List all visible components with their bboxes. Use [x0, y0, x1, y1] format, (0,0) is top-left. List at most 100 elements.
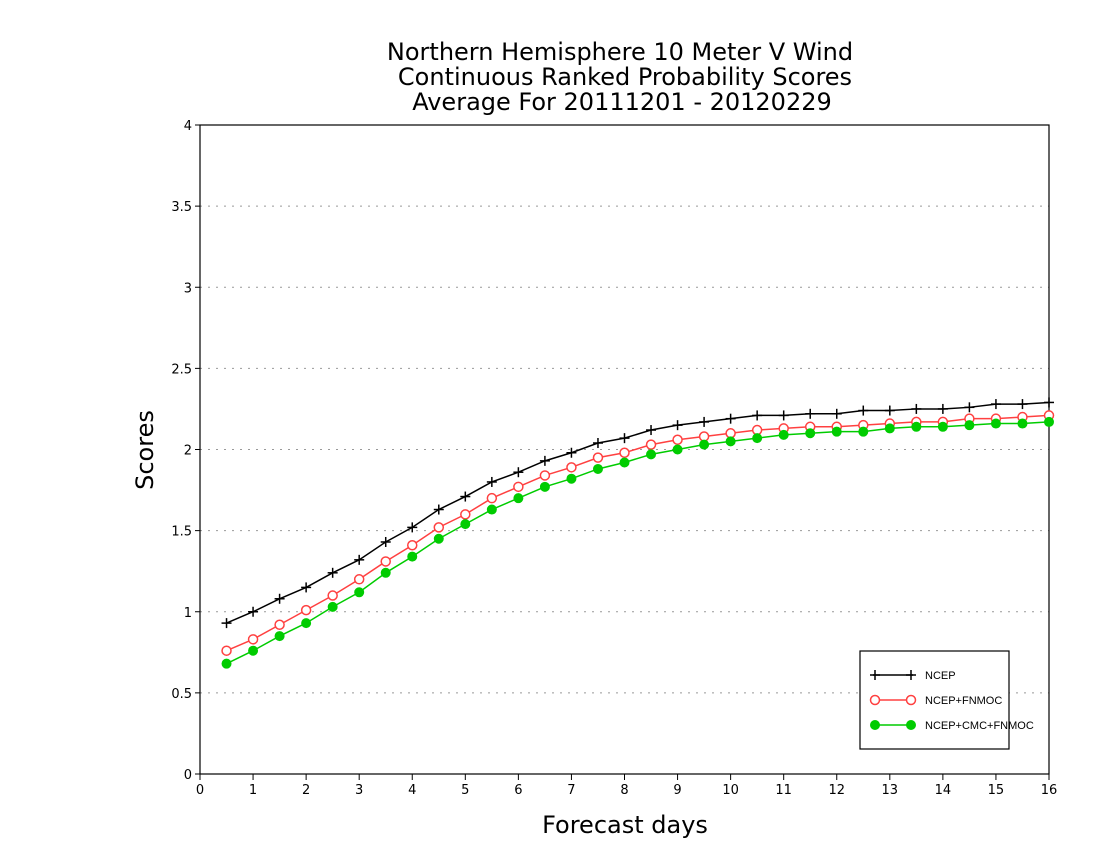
data-point — [327, 601, 338, 612]
x-tick-label: 6 — [514, 783, 522, 798]
data-point — [354, 587, 365, 598]
x-axis-title: Forecast days — [542, 811, 708, 839]
title-line-1: Northern Hemisphere 10 Meter V Wind — [387, 38, 853, 66]
y-tick-label: 2 — [184, 444, 192, 459]
data-point — [906, 670, 916, 680]
data-point — [646, 449, 657, 460]
data-point — [964, 402, 975, 413]
data-point — [592, 463, 603, 474]
x-tick-label: 7 — [567, 783, 575, 798]
data-point — [513, 493, 524, 504]
data-point — [274, 631, 285, 642]
data-point — [380, 556, 391, 567]
series-line — [226, 401, 1050, 624]
data-point — [884, 405, 895, 416]
y-tick-label: 0.5 — [171, 687, 192, 702]
data-point — [752, 433, 763, 444]
x-tick-label: 15 — [988, 783, 1005, 798]
data-point — [221, 618, 232, 629]
data-point — [1017, 399, 1028, 410]
data-point — [805, 428, 816, 439]
data-point — [380, 567, 391, 578]
data-point — [221, 645, 232, 656]
data-point — [486, 476, 497, 487]
data-point — [990, 418, 1001, 429]
data-point — [301, 582, 312, 593]
data-point — [353, 574, 365, 585]
data-point — [699, 439, 710, 450]
x-tick-label: 8 — [620, 783, 628, 798]
x-axis: 0 1 2 3 4 5 6 7 8 9 10 11 12 13 14 15 16 — [196, 774, 1057, 798]
data-point — [327, 590, 338, 601]
data-point — [858, 405, 869, 416]
data-point — [433, 533, 444, 544]
data-point — [433, 504, 444, 515]
data-point — [248, 645, 259, 656]
data-point — [778, 429, 789, 440]
data-point — [221, 658, 232, 669]
series-ncep-fnmoc — [221, 410, 1055, 656]
data-point — [274, 619, 285, 630]
data-point — [539, 481, 550, 492]
y-tick-label: 2.5 — [171, 362, 192, 377]
data-point — [884, 423, 895, 434]
data-point — [645, 439, 657, 450]
x-tick-label: 0 — [196, 783, 204, 798]
data-point — [433, 522, 445, 533]
y-tick-label: 1 — [184, 606, 192, 621]
x-tick-label: 11 — [775, 783, 792, 798]
data-point — [486, 492, 498, 504]
y-axis-title: Scores — [131, 410, 159, 490]
x-tick-label: 4 — [408, 783, 416, 798]
data-point — [906, 720, 916, 730]
data-point — [964, 420, 975, 431]
data-point — [566, 473, 577, 484]
data-point — [869, 694, 881, 706]
data-point — [301, 618, 312, 629]
chart-title: Northern Hemisphere 10 Meter V Wind Cont… — [387, 38, 853, 116]
data-point — [990, 399, 1001, 410]
data-point — [407, 522, 418, 533]
x-tick-label: 14 — [935, 783, 952, 798]
series-layer — [221, 397, 1055, 669]
data-point — [699, 416, 710, 427]
legend-entry: NCEP+FNMOC — [869, 694, 1002, 707]
data-point — [566, 447, 577, 458]
data-point — [1017, 418, 1028, 429]
x-tick-label: 1 — [249, 783, 257, 798]
data-point — [566, 462, 577, 473]
series-ncep — [221, 397, 1054, 629]
data-point — [380, 536, 391, 547]
data-point — [725, 413, 736, 424]
x-tick-label: 12 — [828, 783, 845, 798]
x-tick-label: 10 — [722, 783, 739, 798]
data-point — [672, 444, 683, 455]
data-point — [1044, 416, 1054, 427]
data-point — [672, 420, 683, 431]
data-point — [646, 425, 657, 436]
y-tick-label: 1.5 — [171, 525, 192, 540]
y-axis: 0 0.5 1 1.5 2 2.5 3 3.5 4 — [171, 119, 200, 783]
data-point — [672, 434, 683, 446]
data-point — [513, 467, 524, 478]
data-point — [870, 670, 880, 680]
data-point — [619, 457, 630, 468]
legend: NCEP NCEP+FNMOC NCEP+CMC+FNMOC — [859, 650, 1034, 750]
data-point — [778, 410, 789, 421]
x-tick-label: 13 — [882, 783, 899, 798]
y-tick-label: 0 — [184, 768, 192, 783]
data-point — [592, 452, 604, 463]
x-tick-label: 3 — [355, 783, 363, 798]
data-point — [247, 634, 259, 645]
data-point — [327, 567, 338, 578]
data-point — [486, 504, 497, 515]
data-point — [619, 433, 630, 444]
data-point — [460, 519, 471, 530]
data-point — [619, 447, 630, 458]
series-line — [226, 421, 1050, 665]
data-point — [460, 509, 471, 520]
data-point — [460, 491, 471, 502]
y-tick-label: 3 — [184, 281, 192, 296]
data-point — [1044, 397, 1054, 408]
